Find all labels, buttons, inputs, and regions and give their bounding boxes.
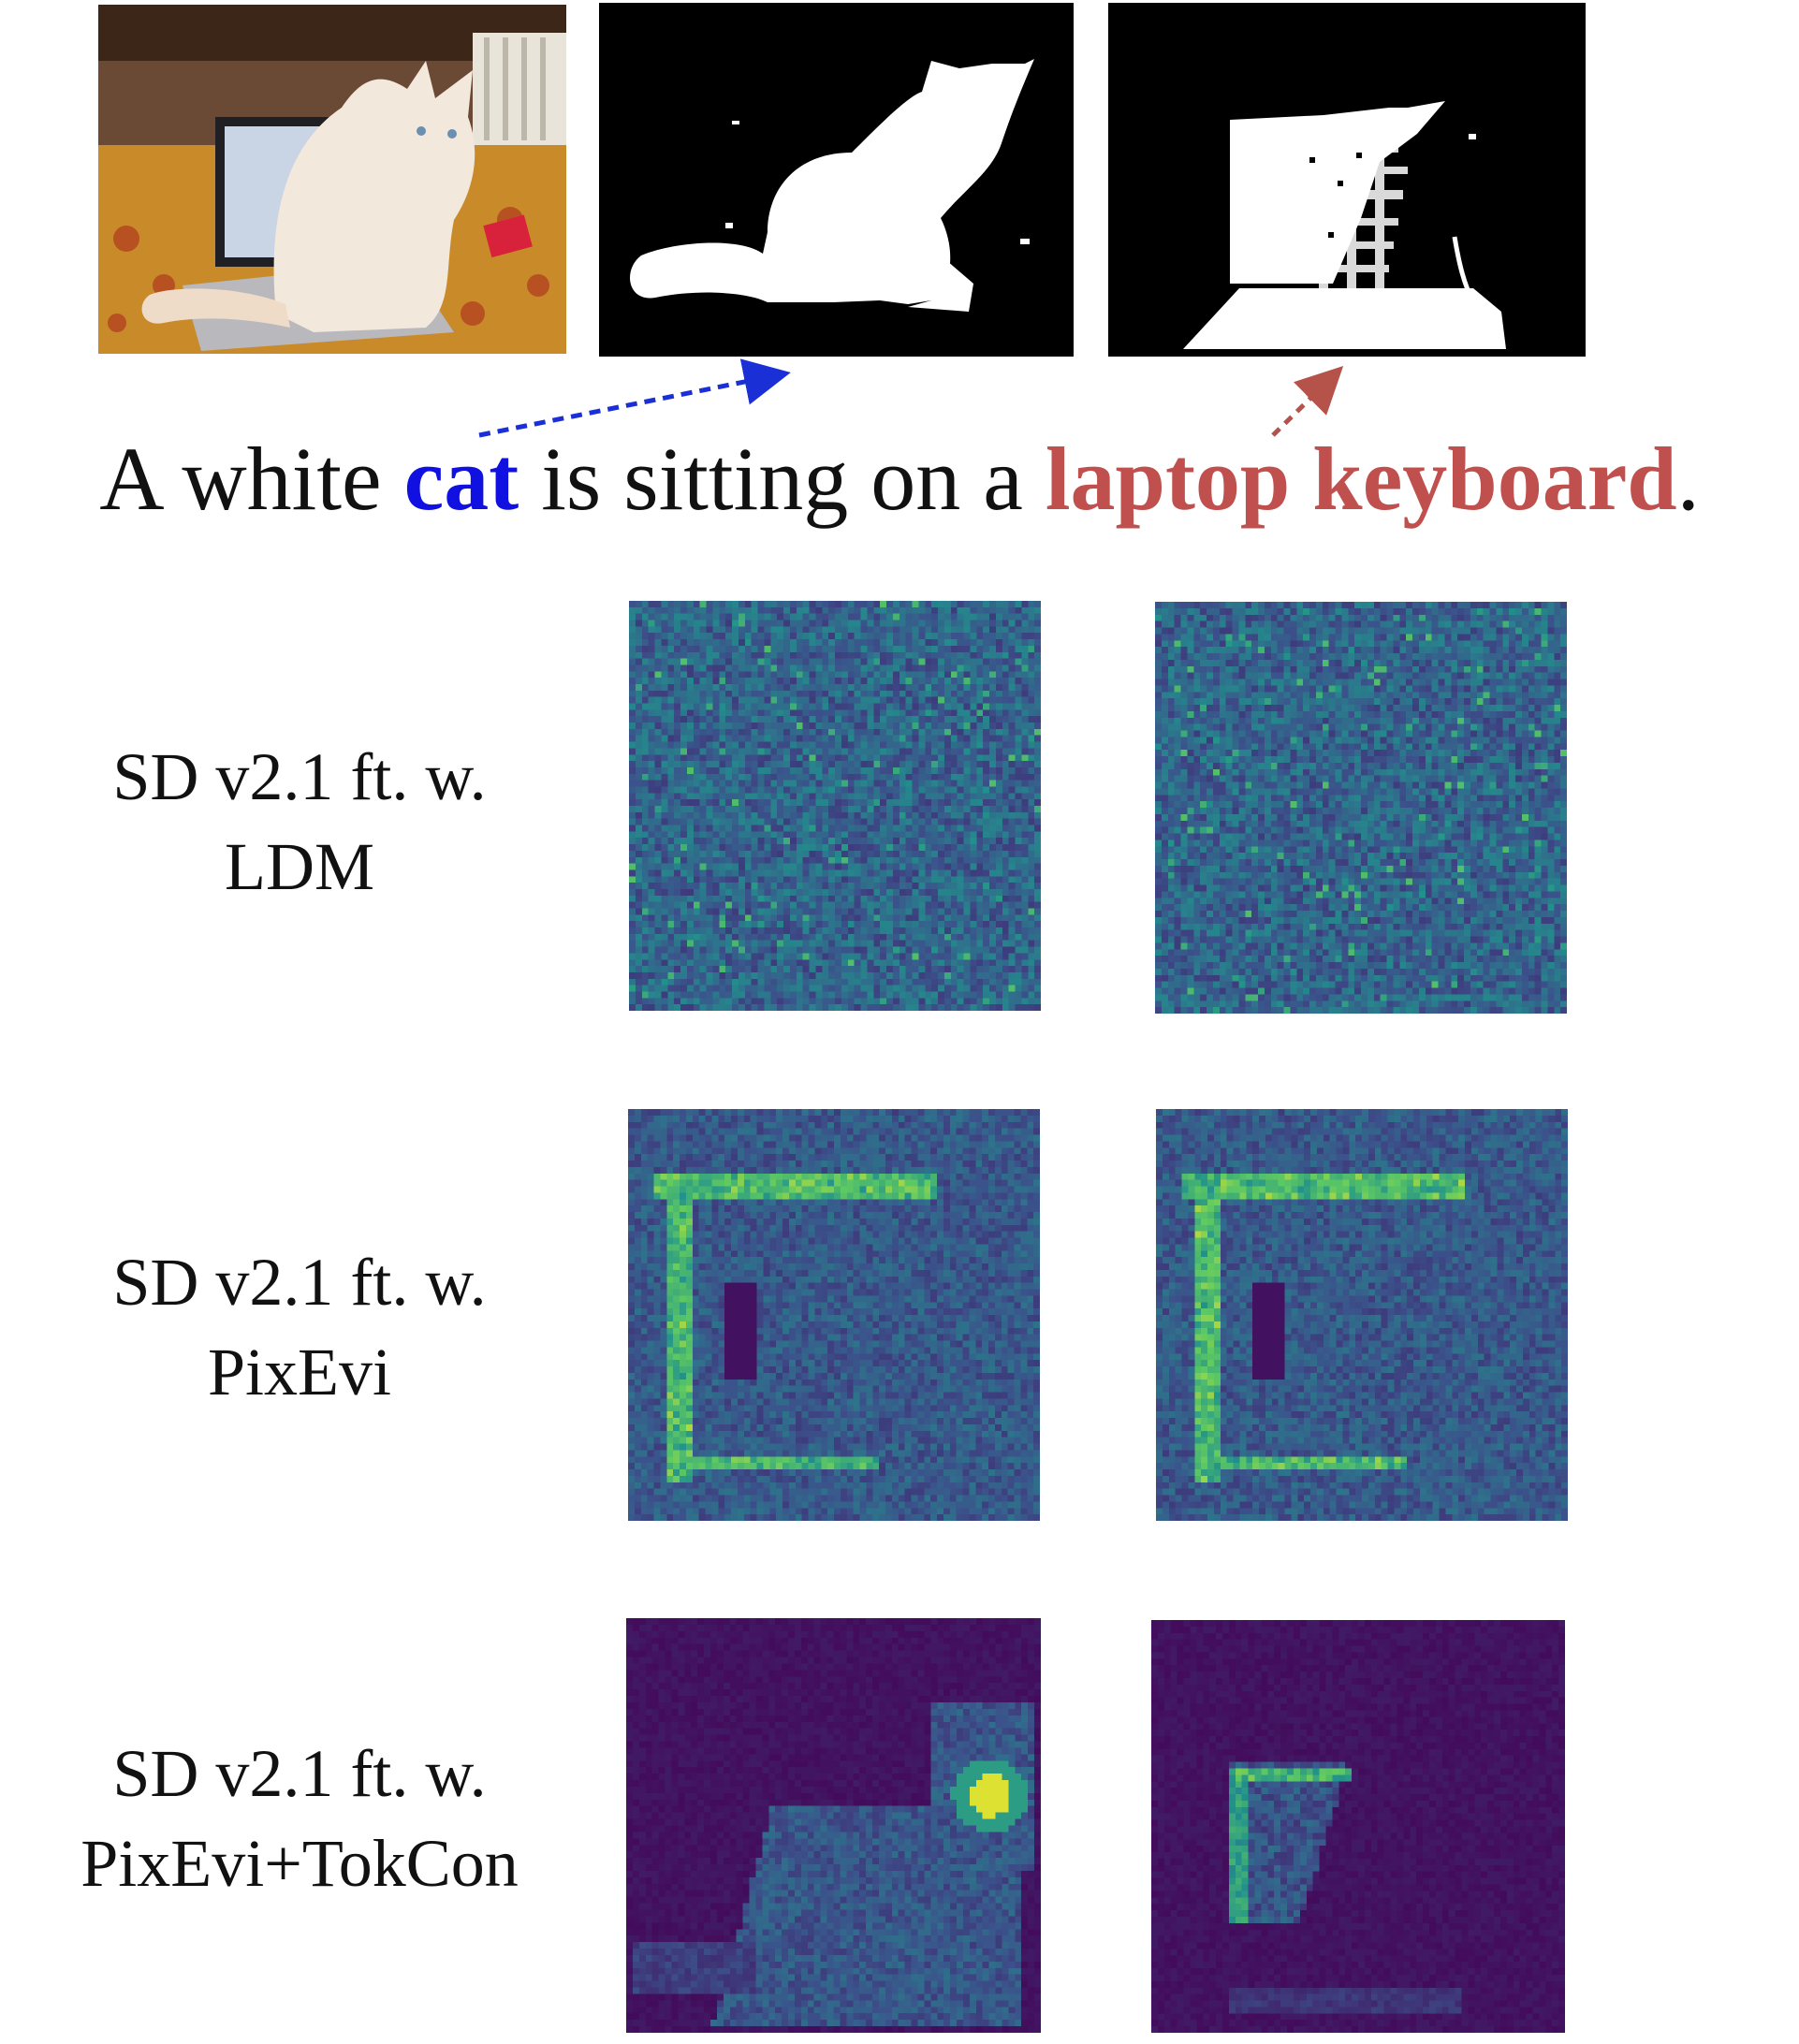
laptop-segmentation-mask	[1108, 3, 1586, 357]
heatmap-pixevi-laptop	[1156, 1109, 1568, 1521]
caption-sentence: A white cat is sitting on a laptop keybo…	[0, 423, 1799, 535]
row-label-pixevi-tokcon: SD v2.1 ft. w. PixEvi+TokCon	[19, 1729, 580, 1908]
caption-word-cat: cat	[404, 429, 519, 529]
row-label-line2: PixEvi+TokCon	[19, 1818, 580, 1908]
row-label-line1: SD v2.1 ft. w.	[19, 1729, 580, 1818]
heatmap-tokcon-laptop	[1151, 1620, 1565, 2033]
heatmap-ldm-laptop	[1155, 602, 1567, 1014]
row-label-line1: SD v2.1 ft. w.	[19, 732, 580, 822]
row-label-line2: PixEvi	[19, 1327, 580, 1417]
caption-prefix: A white	[99, 429, 403, 529]
heatmap-ldm-cat	[629, 601, 1041, 1011]
row-label-line1: SD v2.1 ft. w.	[19, 1237, 580, 1327]
laptop-arrow	[1271, 365, 1344, 437]
caption-word-laptop-keyboard: laptop keyboard	[1046, 429, 1677, 529]
row-label-pixevi: SD v2.1 ft. w. PixEvi	[19, 1237, 580, 1417]
photo-cat-on-laptop	[98, 5, 566, 354]
caption-suffix: .	[1677, 429, 1700, 529]
heatmap-pixevi-cat	[628, 1109, 1040, 1521]
cat-segmentation-mask	[599, 3, 1074, 357]
row-label-ldm: SD v2.1 ft. w. LDM	[19, 732, 580, 912]
cat-arrow	[478, 358, 791, 438]
row-label-line2: LDM	[19, 822, 580, 912]
heatmap-tokcon-cat	[626, 1618, 1041, 2033]
caption-middle: is sitting on a	[519, 429, 1046, 529]
